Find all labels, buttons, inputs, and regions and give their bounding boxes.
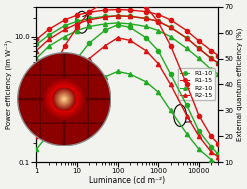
R1-15 xyxy=(197,40,200,42)
R1-15 xyxy=(217,54,220,57)
R2-15 xyxy=(157,20,160,22)
R1-15 xyxy=(169,19,172,21)
R1-10 xyxy=(210,57,213,60)
R1-10 xyxy=(63,24,66,27)
R2-10 xyxy=(76,29,79,32)
R2-10 xyxy=(35,57,38,60)
Line: R1-10: R1-10 xyxy=(34,14,220,65)
R2-15 xyxy=(210,57,213,60)
R1-10 xyxy=(88,17,91,19)
Line: R2-15: R2-15 xyxy=(34,14,220,65)
R2-15 xyxy=(35,49,38,52)
R1-15 xyxy=(210,49,213,52)
R2-15 xyxy=(185,37,188,39)
R1-10 xyxy=(157,20,160,22)
R2-15 xyxy=(63,28,66,31)
R1-15 xyxy=(116,8,119,11)
R2-15 xyxy=(144,17,147,19)
R2-15 xyxy=(169,26,172,29)
R2-15 xyxy=(47,38,50,41)
R2-15 xyxy=(197,47,200,50)
R2-10 xyxy=(185,47,188,50)
R1-10 xyxy=(116,15,119,17)
R1-10 xyxy=(128,15,131,18)
R2-10 xyxy=(88,25,91,28)
R1-15 xyxy=(128,9,131,11)
R1-10 xyxy=(197,47,200,50)
Line: R1-15: R1-15 xyxy=(34,7,220,58)
R2-10 xyxy=(217,73,220,76)
Y-axis label: External quantum efficiency (%): External quantum efficiency (%) xyxy=(236,28,243,141)
R1-10 xyxy=(144,17,147,19)
R2-15 xyxy=(104,16,107,18)
R1-10 xyxy=(104,15,107,18)
R2-10 xyxy=(47,45,50,47)
R1-15 xyxy=(76,14,79,16)
R2-10 xyxy=(197,57,200,60)
Legend: R1-10, R1-15, R2-10, R2-15: R1-10, R1-15, R2-10, R2-15 xyxy=(178,68,215,101)
R2-10 xyxy=(210,68,213,70)
R1-15 xyxy=(63,19,66,21)
R1-10 xyxy=(169,26,172,29)
R1-10 xyxy=(47,34,50,36)
R1-15 xyxy=(185,29,188,32)
R2-10 xyxy=(128,23,131,25)
R2-10 xyxy=(104,23,107,25)
R1-10 xyxy=(35,43,38,46)
R2-10 xyxy=(144,25,147,28)
R1-10 xyxy=(76,20,79,22)
R2-15 xyxy=(217,62,220,64)
R1-15 xyxy=(47,28,50,31)
R1-15 xyxy=(144,11,147,13)
R2-15 xyxy=(88,19,91,21)
R1-15 xyxy=(35,38,38,41)
R1-10 xyxy=(217,62,220,64)
Line: R2-10: R2-10 xyxy=(34,21,220,77)
R1-10 xyxy=(185,37,188,39)
R2-10 xyxy=(157,29,160,32)
R1-15 xyxy=(104,9,107,11)
Y-axis label: Power efficiency (lm W⁻¹): Power efficiency (lm W⁻¹) xyxy=(4,40,12,129)
R1-15 xyxy=(157,13,160,16)
R2-10 xyxy=(116,22,119,24)
R2-15 xyxy=(128,15,131,18)
R2-10 xyxy=(63,36,66,38)
R1-15 xyxy=(88,11,91,13)
R2-15 xyxy=(116,15,119,17)
R2-15 xyxy=(76,23,79,25)
X-axis label: Luminance (cd m⁻²): Luminance (cd m⁻²) xyxy=(89,176,165,185)
R2-10 xyxy=(169,36,172,38)
